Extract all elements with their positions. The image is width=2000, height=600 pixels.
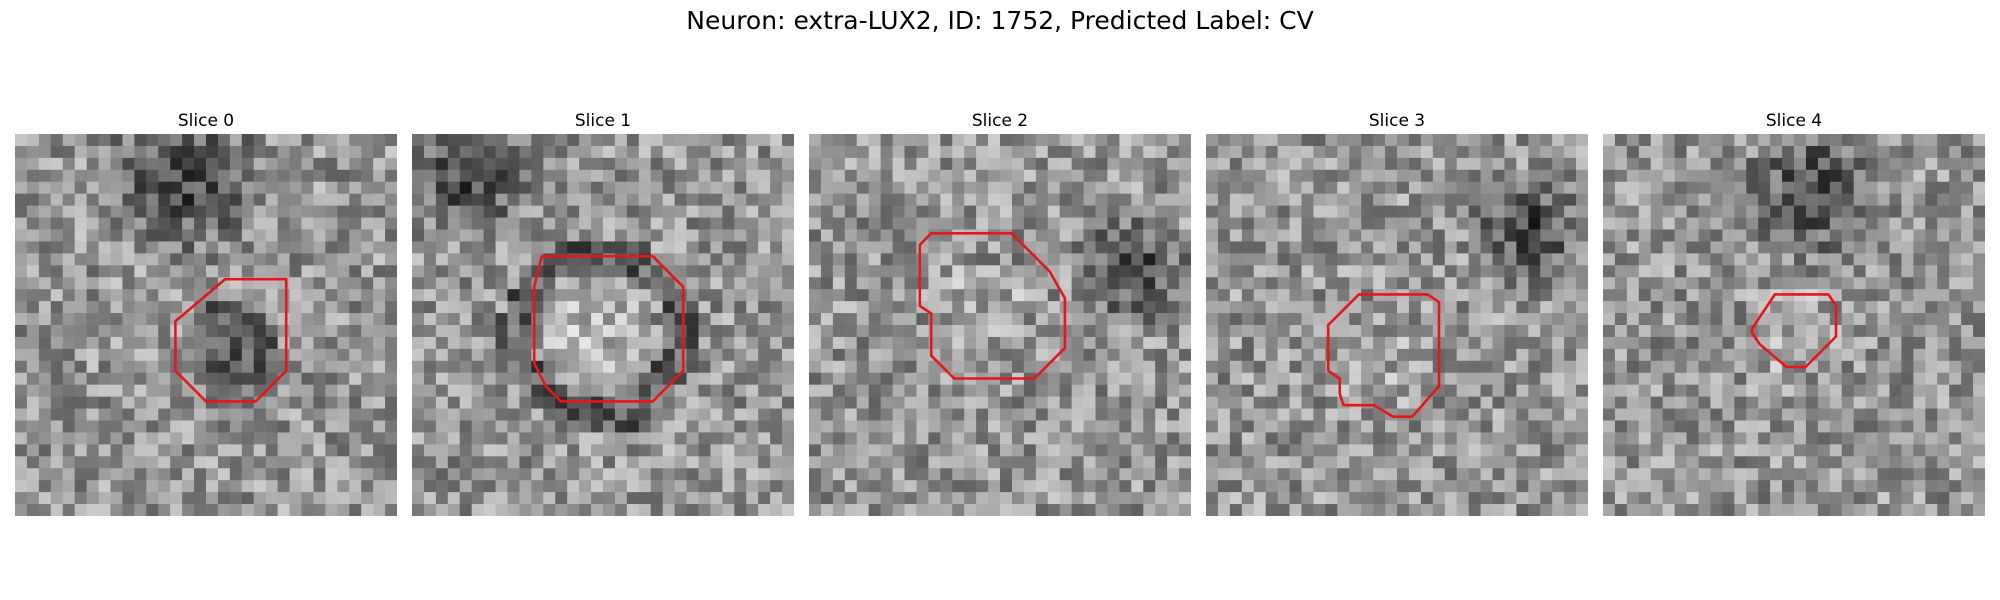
- roi-contour: [1326, 293, 1441, 419]
- slice-panel: Slice 0: [15, 110, 397, 516]
- slice-title: Slice 2: [971, 111, 1029, 131]
- roi-contour: [174, 277, 288, 403]
- roi-contour: [918, 232, 1067, 380]
- slice-title: Slice 3: [1368, 111, 1426, 131]
- grayscale-slice-image: [1206, 134, 1588, 516]
- slice-panel: Slice 4: [1603, 110, 1985, 516]
- grayscale-slice-image: [1603, 134, 1985, 516]
- slice-panel: Slice 1: [412, 110, 794, 516]
- figure-title: Neuron: extra-LUX2, ID: 1752, Predicted …: [686, 6, 1314, 35]
- slice-title: Slice 4: [1765, 111, 1823, 131]
- slice-panel: Slice 3: [1206, 110, 1588, 516]
- slice-title: Slice 1: [574, 111, 632, 131]
- slice-panel: Slice 2: [809, 110, 1191, 516]
- roi-contour: [1750, 293, 1838, 369]
- grayscale-slice-image: [809, 134, 1191, 516]
- roi-contour: [532, 254, 685, 403]
- grayscale-slice-image: [15, 134, 397, 516]
- slice-title: Slice 0: [177, 111, 235, 131]
- grayscale-slice-image: [412, 134, 794, 516]
